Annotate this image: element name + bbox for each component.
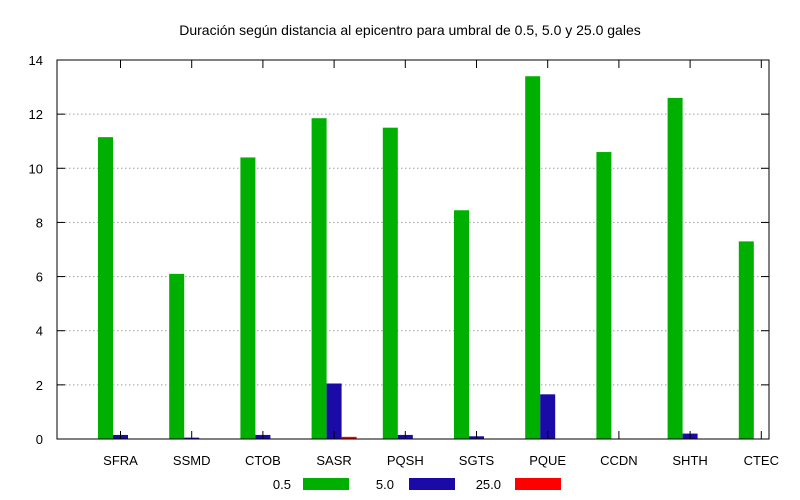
- y-tick-label: 2: [36, 378, 43, 393]
- legend-swatch-0_5: [303, 478, 349, 490]
- legend-label-5_0: 5.0: [376, 477, 394, 492]
- x-tick-label: CTOB: [245, 453, 281, 468]
- bar-sfra-0_5: [98, 137, 113, 439]
- bar-sasr-25_0: [341, 436, 357, 439]
- legend-swatch-25_0: [515, 478, 561, 490]
- axes: 0 2 4 6 8 10 12 14 SFRA SSMD CTOB SASR PQSH SGTS PQUE C…: [29, 53, 779, 468]
- y-tick-label: 14: [29, 53, 43, 68]
- legend-swatch-5_0: [409, 478, 455, 490]
- y-tick-label: 8: [36, 215, 43, 230]
- bar-ctob-0_5: [240, 157, 256, 439]
- bar-ssmd-0_5: [169, 273, 185, 439]
- bar-sgts-0_5: [454, 210, 469, 439]
- chart-title: Duración según distancia al epicentro pa…: [179, 22, 641, 38]
- plot-frame: [56, 59, 770, 440]
- grid-lines: [57, 113, 769, 386]
- bars: [98, 76, 754, 440]
- legend-label-25_0: 25.0: [476, 477, 501, 492]
- y-tick-label: 12: [29, 107, 43, 122]
- x-tick-label: CCDN: [600, 453, 638, 468]
- bar-sasr-0_5: [311, 118, 327, 439]
- x-tick-label: PQUE: [529, 453, 566, 468]
- x-tick-label: SHTH: [672, 453, 707, 468]
- legend-label-0_5: 0.5: [273, 477, 291, 492]
- bar-pqsh-0_5: [382, 127, 398, 439]
- y-tick-label: 0: [36, 432, 43, 447]
- x-tick-label: CTEC: [744, 453, 779, 468]
- x-tick-label: SASR: [316, 453, 351, 468]
- y-tick-label: 10: [29, 161, 43, 176]
- legend: 0.5 5.0 25.0: [273, 477, 561, 492]
- bar-shth-0_5: [667, 97, 683, 440]
- bar-ctec-0_5: [738, 241, 754, 439]
- bar-sasr-5_0: [326, 383, 342, 439]
- bar-pque-5_0: [540, 394, 556, 439]
- y-tick-label: 6: [36, 270, 43, 285]
- y-tick-label: 4: [36, 324, 43, 339]
- x-tick-label: SSMD: [173, 453, 211, 468]
- x-tick-label: SFRA: [103, 453, 138, 468]
- bar-pque-0_5: [525, 76, 541, 439]
- x-tick-label: SGTS: [459, 453, 495, 468]
- x-tick-label: PQSH: [387, 453, 424, 468]
- bar-ccdn-0_5: [596, 152, 612, 440]
